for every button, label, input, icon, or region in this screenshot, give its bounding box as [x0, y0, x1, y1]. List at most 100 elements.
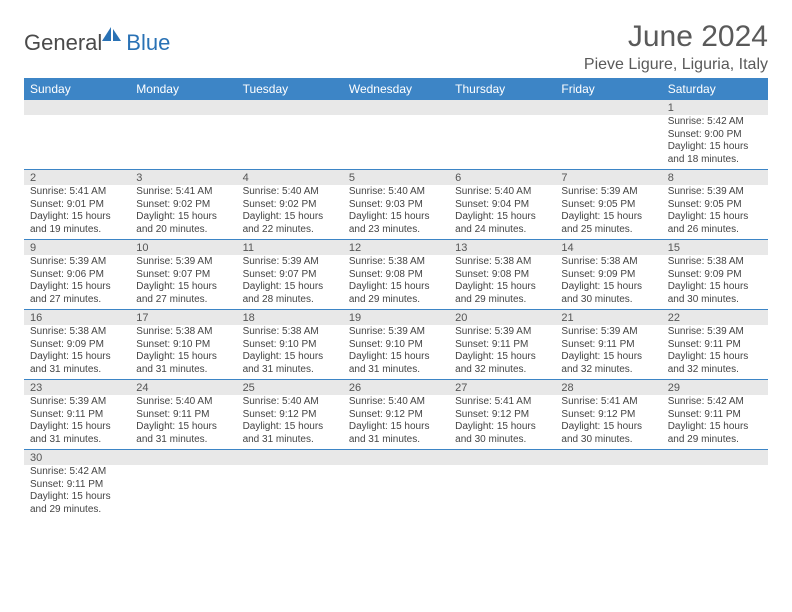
week-daynum-row: 2345678: [24, 169, 768, 185]
sunset-line: Sunset: 9:10 PM: [243, 339, 337, 352]
day-details-cell: Sunrise: 5:40 AMSunset: 9:04 PMDaylight:…: [449, 185, 555, 239]
week-daynum-row: 9101112131415: [24, 239, 768, 255]
sunrise-line: Sunrise: 5:41 AM: [455, 396, 549, 409]
sunrise-line: Sunrise: 5:38 AM: [455, 256, 549, 269]
day-header: Tuesday: [237, 78, 343, 100]
day-number-cell: 23: [24, 379, 130, 395]
day-details-cell: Sunrise: 5:39 AMSunset: 9:06 PMDaylight:…: [24, 255, 130, 309]
daylight-line: Daylight: 15 hours and 31 minutes.: [243, 421, 337, 446]
header: General Blue June 2024 Pieve Ligure, Lig…: [24, 20, 768, 74]
week-daynum-row: 23242526272829: [24, 379, 768, 395]
sunset-line: Sunset: 9:02 PM: [243, 199, 337, 212]
sunset-line: Sunset: 9:10 PM: [136, 339, 230, 352]
day-details-cell: [555, 115, 661, 169]
day-details-cell: Sunrise: 5:40 AMSunset: 9:02 PMDaylight:…: [237, 185, 343, 239]
day-headers-row: SundayMondayTuesdayWednesdayThursdayFrid…: [24, 78, 768, 100]
day-number-cell: [343, 100, 449, 115]
day-details-cell: [343, 465, 449, 519]
day-details-cell: [662, 465, 768, 519]
day-number-cell: 10: [130, 239, 236, 255]
sunrise-line: Sunrise: 5:40 AM: [349, 396, 443, 409]
day-number-cell: 15: [662, 239, 768, 255]
daylight-line: Daylight: 15 hours and 31 minutes.: [136, 421, 230, 446]
daylight-line: Daylight: 15 hours and 29 minutes.: [30, 491, 124, 516]
daylight-line: Daylight: 15 hours and 31 minutes.: [136, 351, 230, 376]
sunrise-line: Sunrise: 5:39 AM: [30, 256, 124, 269]
daylight-line: Daylight: 15 hours and 30 minutes.: [561, 421, 655, 446]
daylight-line: Daylight: 15 hours and 31 minutes.: [30, 421, 124, 446]
day-number-cell: 27: [449, 379, 555, 395]
sunset-line: Sunset: 9:09 PM: [668, 269, 762, 282]
day-details-cell: Sunrise: 5:38 AMSunset: 9:08 PMDaylight:…: [449, 255, 555, 309]
day-number-cell: [449, 100, 555, 115]
week-details-row: Sunrise: 5:39 AMSunset: 9:11 PMDaylight:…: [24, 395, 768, 449]
daylight-line: Daylight: 15 hours and 18 minutes.: [668, 141, 762, 166]
day-number-cell: 1: [662, 100, 768, 115]
week-details-row: Sunrise: 5:41 AMSunset: 9:01 PMDaylight:…: [24, 185, 768, 239]
sunset-line: Sunset: 9:11 PM: [30, 409, 124, 422]
sunset-line: Sunset: 9:09 PM: [561, 269, 655, 282]
day-details-cell: Sunrise: 5:42 AMSunset: 9:11 PMDaylight:…: [24, 465, 130, 519]
day-number-cell: 29: [662, 379, 768, 395]
day-number-cell: 14: [555, 239, 661, 255]
logo-text-general: General: [24, 30, 102, 56]
day-number-cell: 25: [237, 379, 343, 395]
sunset-line: Sunset: 9:05 PM: [561, 199, 655, 212]
daylight-line: Daylight: 15 hours and 27 minutes.: [30, 281, 124, 306]
day-number-cell: 28: [555, 379, 661, 395]
day-number-cell: 24: [130, 379, 236, 395]
day-number-cell: 7: [555, 169, 661, 185]
sunset-line: Sunset: 9:12 PM: [243, 409, 337, 422]
day-details-cell: [449, 115, 555, 169]
daylight-line: Daylight: 15 hours and 32 minutes.: [455, 351, 549, 376]
sunrise-line: Sunrise: 5:40 AM: [349, 186, 443, 199]
daylight-line: Daylight: 15 hours and 32 minutes.: [668, 351, 762, 376]
daylight-line: Daylight: 15 hours and 30 minutes.: [668, 281, 762, 306]
day-header: Monday: [130, 78, 236, 100]
sunrise-line: Sunrise: 5:40 AM: [136, 396, 230, 409]
calendar-body: 1Sunrise: 5:42 AMSunset: 9:00 PMDaylight…: [24, 100, 768, 519]
week-details-row: Sunrise: 5:39 AMSunset: 9:06 PMDaylight:…: [24, 255, 768, 309]
sunset-line: Sunset: 9:11 PM: [668, 409, 762, 422]
day-header: Thursday: [449, 78, 555, 100]
sunset-line: Sunset: 9:11 PM: [561, 339, 655, 352]
sunrise-line: Sunrise: 5:41 AM: [561, 396, 655, 409]
sunrise-line: Sunrise: 5:39 AM: [561, 186, 655, 199]
sunrise-line: Sunrise: 5:39 AM: [243, 256, 337, 269]
day-details-cell: Sunrise: 5:39 AMSunset: 9:11 PMDaylight:…: [449, 325, 555, 379]
month-title: June 2024: [584, 20, 768, 54]
daylight-line: Daylight: 15 hours and 29 minutes.: [668, 421, 762, 446]
day-number-cell: [662, 449, 768, 465]
day-details-cell: Sunrise: 5:40 AMSunset: 9:12 PMDaylight:…: [237, 395, 343, 449]
sunset-line: Sunset: 9:07 PM: [243, 269, 337, 282]
sunrise-line: Sunrise: 5:42 AM: [668, 396, 762, 409]
daylight-line: Daylight: 15 hours and 23 minutes.: [349, 211, 443, 236]
day-number-cell: 21: [555, 309, 661, 325]
day-number-cell: 2: [24, 169, 130, 185]
day-details-cell: Sunrise: 5:39 AMSunset: 9:10 PMDaylight:…: [343, 325, 449, 379]
day-details-cell: Sunrise: 5:42 AMSunset: 9:11 PMDaylight:…: [662, 395, 768, 449]
day-number-cell: [24, 100, 130, 115]
sail-icon: [102, 27, 122, 43]
sunrise-line: Sunrise: 5:38 AM: [30, 326, 124, 339]
sunrise-line: Sunrise: 5:39 AM: [30, 396, 124, 409]
daylight-line: Daylight: 15 hours and 32 minutes.: [561, 351, 655, 376]
week-daynum-row: 1: [24, 100, 768, 115]
daylight-line: Daylight: 15 hours and 28 minutes.: [243, 281, 337, 306]
sunset-line: Sunset: 9:01 PM: [30, 199, 124, 212]
sunset-line: Sunset: 9:07 PM: [136, 269, 230, 282]
daylight-line: Daylight: 15 hours and 24 minutes.: [455, 211, 549, 236]
week-daynum-row: 16171819202122: [24, 309, 768, 325]
sunset-line: Sunset: 9:05 PM: [668, 199, 762, 212]
sunrise-line: Sunrise: 5:38 AM: [561, 256, 655, 269]
day-number-cell: 6: [449, 169, 555, 185]
sunrise-line: Sunrise: 5:40 AM: [243, 396, 337, 409]
day-header: Saturday: [662, 78, 768, 100]
sunrise-line: Sunrise: 5:40 AM: [243, 186, 337, 199]
day-number-cell: 18: [237, 309, 343, 325]
sunrise-line: Sunrise: 5:39 AM: [668, 326, 762, 339]
day-details-cell: Sunrise: 5:38 AMSunset: 9:09 PMDaylight:…: [662, 255, 768, 309]
day-details-cell: Sunrise: 5:38 AMSunset: 9:10 PMDaylight:…: [237, 325, 343, 379]
sunset-line: Sunset: 9:03 PM: [349, 199, 443, 212]
day-number-cell: 11: [237, 239, 343, 255]
